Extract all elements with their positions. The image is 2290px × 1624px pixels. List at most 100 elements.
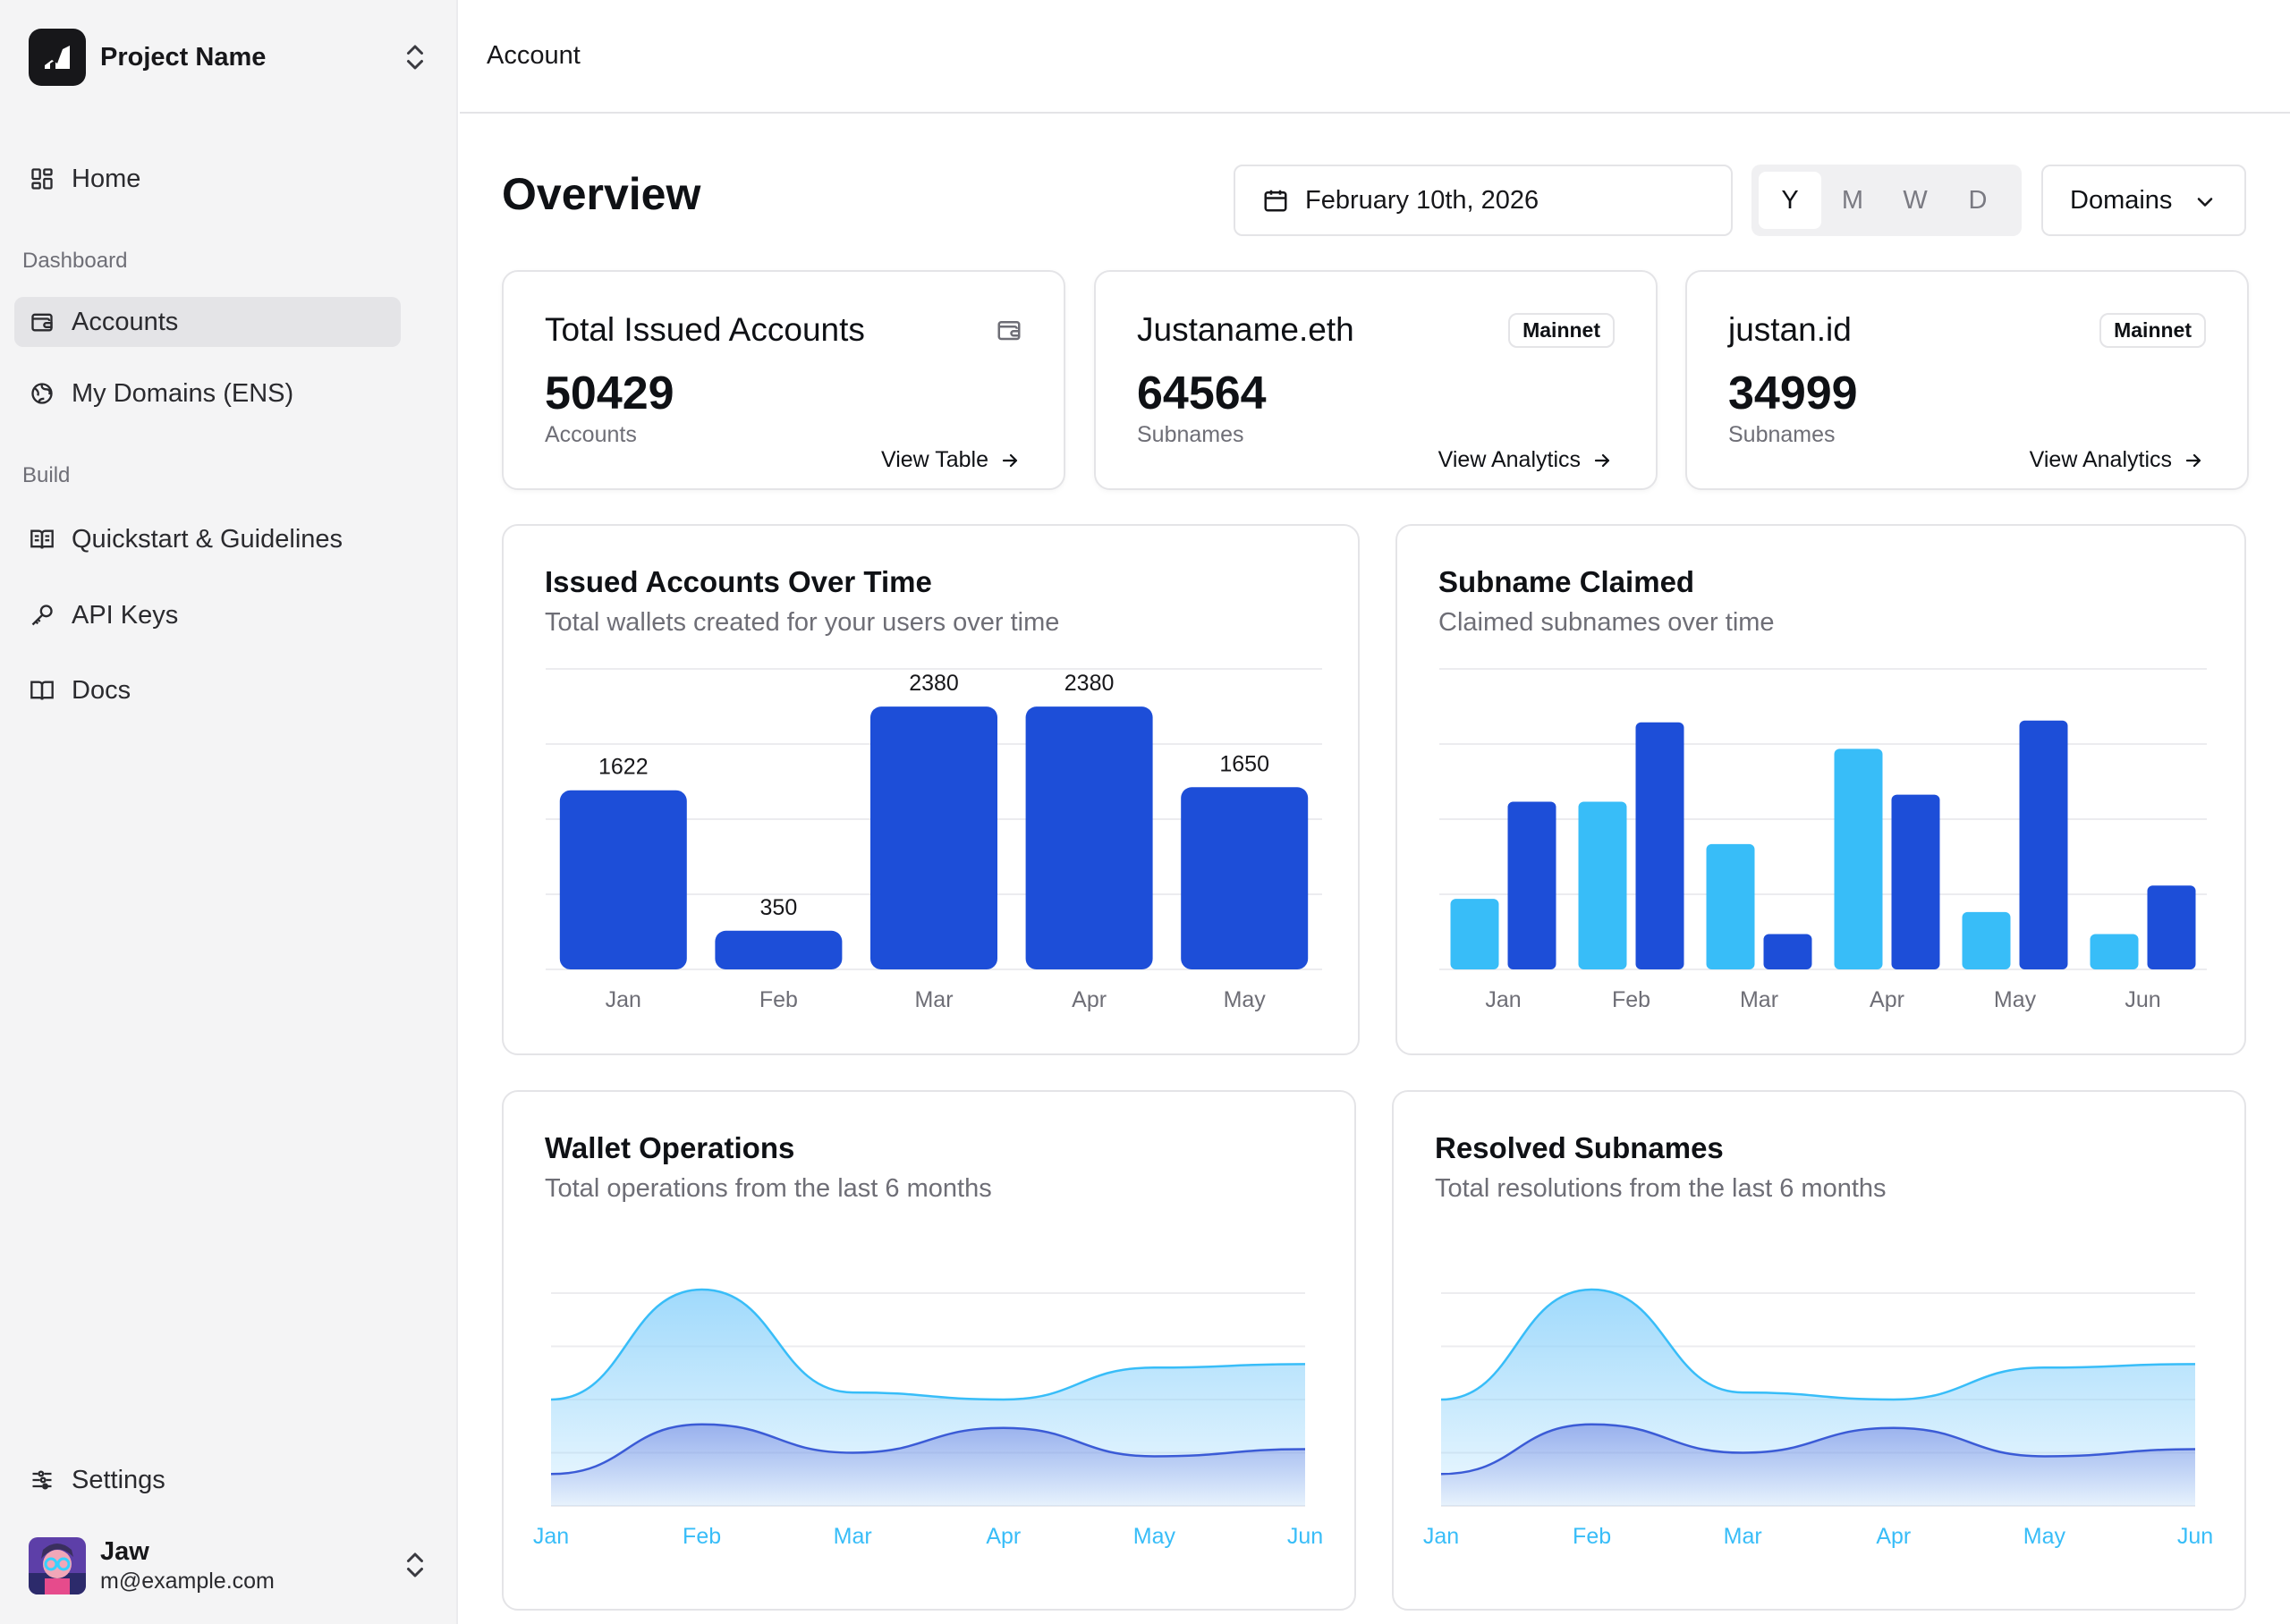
sidebar-item-home[interactable]: Home xyxy=(14,154,401,204)
sidebar: Project Name Home Dashboard Accounts My … xyxy=(0,0,458,1624)
bar-mar-s2 xyxy=(1763,934,1812,969)
grid-icon xyxy=(29,165,55,192)
domains-label: Domains xyxy=(2070,185,2173,215)
section-label-build: Build xyxy=(22,463,71,487)
bar-may-s1 xyxy=(1962,911,2011,969)
page-title: Overview xyxy=(502,169,701,219)
sidebar-item-docs[interactable]: Docs xyxy=(14,665,401,715)
network-badge: Mainnet xyxy=(1508,313,1615,348)
x-tick-label: May xyxy=(2023,1524,2066,1549)
period-option-month[interactable]: M xyxy=(1841,185,1864,215)
chevron-up-down-icon[interactable] xyxy=(399,1549,431,1581)
sidebar-item-label: Home xyxy=(72,164,141,193)
chart-title: Wallet Operations xyxy=(545,1131,795,1164)
x-tick-label: Apr xyxy=(1870,987,1904,1012)
x-tick-label: May xyxy=(1133,1524,1176,1549)
x-tick-label: Jan xyxy=(606,987,641,1012)
bar-mar xyxy=(870,706,997,969)
project-logo-icon xyxy=(29,29,86,86)
user-menu[interactable]: Jaw m@example.com xyxy=(29,1535,431,1597)
date-value: February 10th, 2026 xyxy=(1305,185,1539,215)
book-open-icon xyxy=(29,677,55,704)
data-label: 1650 xyxy=(1219,751,1269,776)
x-tick-label: May xyxy=(1224,987,1267,1012)
user-name: Jaw xyxy=(100,1537,149,1566)
calendar-icon xyxy=(1264,190,1287,212)
domains-dropdown[interactable]: Domains xyxy=(2041,165,2246,236)
wallet-icon xyxy=(997,321,1021,341)
data-label: 2380 xyxy=(909,671,959,696)
period-option-day[interactable]: D xyxy=(1968,185,1988,215)
stat-unit: Subnames xyxy=(1137,422,1244,447)
stat-card-total-issued: Total Issued Accounts 50429 Accounts Vie… xyxy=(502,270,1065,490)
project-name: Project Name xyxy=(100,42,267,72)
bar-jan xyxy=(559,790,687,969)
chart-title: Resolved Subnames xyxy=(1435,1131,1724,1164)
period-option-year[interactable]: Y xyxy=(1759,172,1821,229)
bar-apr-s2 xyxy=(1891,794,1940,969)
stat-title: justan.id xyxy=(1728,311,1852,348)
chart-title: Subname Claimed xyxy=(1438,565,1695,598)
area-line-s2 xyxy=(1440,1423,2196,1476)
chevron-down-icon xyxy=(2197,198,2213,207)
stat-title: Total Issued Accounts xyxy=(545,311,865,348)
avatar xyxy=(29,1537,86,1594)
bar-mar-s1 xyxy=(1706,843,1755,969)
x-tick-label: Apr xyxy=(986,1524,1021,1549)
wallet-icon xyxy=(29,309,55,335)
view-analytics-link[interactable]: View Analytics xyxy=(1438,447,1613,473)
chart-subtitle: Claimed subnames over time xyxy=(1438,608,1775,637)
view-table-link[interactable]: View Table xyxy=(881,447,1021,473)
x-tick-label: Feb xyxy=(1573,1524,1611,1549)
bar-feb-s1 xyxy=(1578,801,1627,969)
sidebar-item-my-domains[interactable]: My Domains (ENS) xyxy=(14,368,401,419)
sidebar-item-label: Quickstart & Guidelines xyxy=(72,524,344,554)
wallet-operations-chart: Jan Feb Mar Apr May Jun xyxy=(533,1288,1323,1549)
link-label: View Analytics xyxy=(2029,447,2172,472)
x-tick-label: Apr xyxy=(1072,987,1107,1012)
resolved-subnames-chart: Jan Feb Mar Apr May Jun xyxy=(1423,1288,2213,1549)
stat-value: 64564 xyxy=(1137,368,1267,419)
stat-card-justaname: Justaname.eth Mainnet 64564 Subnames Vie… xyxy=(1094,270,1658,490)
stat-card-justan-id: justan.id Mainnet 34999 Subnames View An… xyxy=(1685,270,2249,490)
area-fill-s2 xyxy=(551,1424,1305,1506)
x-tick-label: Jun xyxy=(2177,1524,2213,1549)
sidebar-item-quickstart[interactable]: Quickstart & Guidelines xyxy=(14,514,401,564)
x-tick-label: Mar xyxy=(834,1524,872,1549)
period-option-week[interactable]: W xyxy=(1903,185,1928,215)
bar-may-s2 xyxy=(2019,720,2068,969)
chevron-up-down-icon[interactable] xyxy=(399,41,431,73)
bar-feb-s2 xyxy=(1635,722,1684,969)
bar-feb xyxy=(715,930,843,969)
bar-apr-s1 xyxy=(1834,749,1883,969)
view-analytics-link[interactable]: View Analytics xyxy=(2030,447,2204,473)
breadcrumb[interactable]: Account xyxy=(487,41,581,70)
area-line-s1 xyxy=(1440,1288,2196,1401)
sidebar-item-label: API Keys xyxy=(72,600,179,630)
book-text-icon xyxy=(29,526,55,553)
link-label: View Table xyxy=(881,447,988,472)
key-icon xyxy=(29,602,55,629)
area-fill-s2 xyxy=(1441,1424,2195,1506)
sidebar-item-accounts[interactable]: Accounts xyxy=(14,297,401,347)
globe-icon xyxy=(29,380,55,407)
stat-value: 50429 xyxy=(545,368,674,419)
chart-card-wallet-operations: Wallet Operations Total operations from … xyxy=(502,1090,1356,1611)
sidebar-item-label: Docs xyxy=(72,675,131,705)
data-label: 2380 xyxy=(1064,671,1115,696)
x-tick-label: Feb xyxy=(683,1524,721,1549)
arrow-right-icon xyxy=(1002,453,1018,467)
sidebar-item-settings[interactable]: Settings xyxy=(14,1455,401,1505)
arrow-right-icon xyxy=(1594,453,1610,467)
date-picker[interactable]: February 10th, 2026 xyxy=(1234,165,1733,236)
chart-card-issued-accounts: Issued Accounts Over Time Total wallets … xyxy=(502,524,1360,1055)
stat-title: Justaname.eth xyxy=(1137,311,1354,348)
chart-subtitle: Total resolutions from the last 6 months xyxy=(1435,1174,1887,1203)
sidebar-item-api-keys[interactable]: API Keys xyxy=(14,590,401,640)
sidebar-item-label: Accounts xyxy=(72,307,179,336)
x-tick-label: May xyxy=(1994,987,2037,1012)
chart-subtitle: Total operations from the last 6 months xyxy=(545,1174,992,1203)
stat-unit: Accounts xyxy=(545,422,637,447)
project-switcher[interactable]: Project Name xyxy=(29,29,431,86)
chart-title: Issued Accounts Over Time xyxy=(545,565,932,598)
